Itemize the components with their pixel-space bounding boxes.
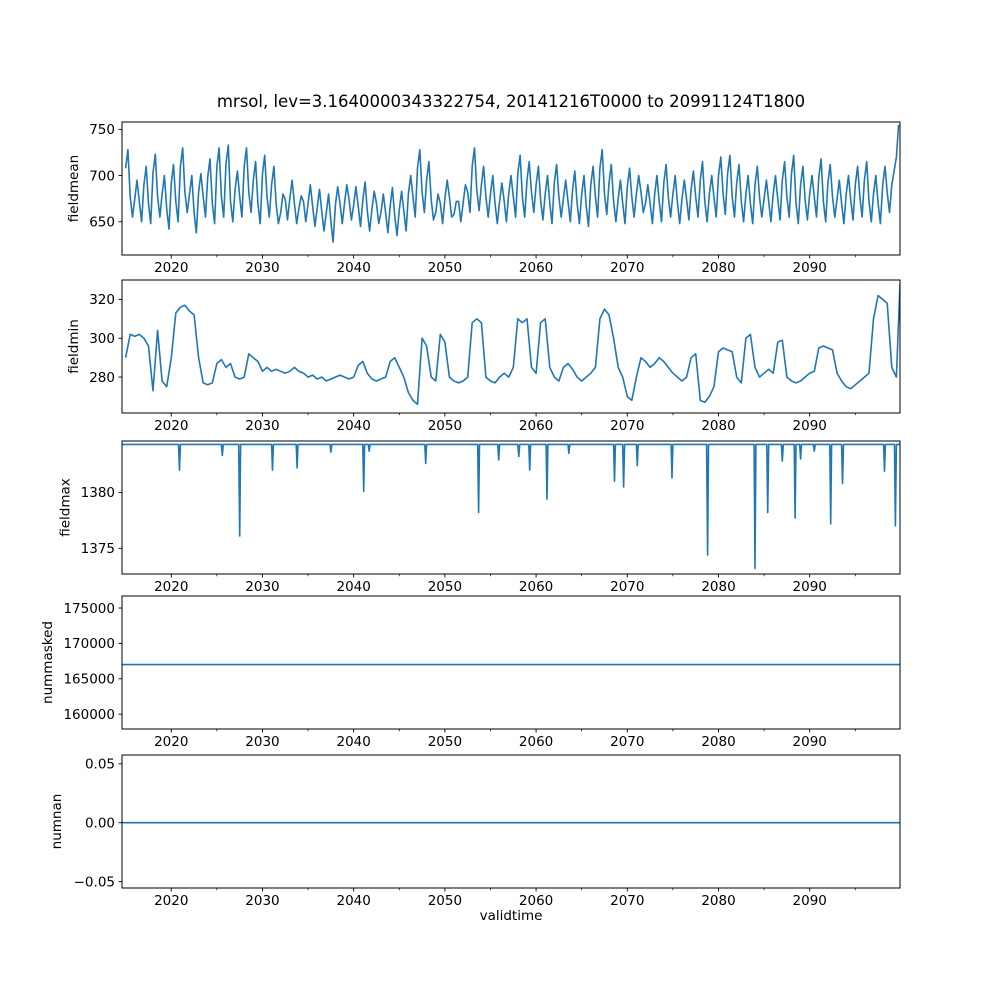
x-tick-label: 2030	[245, 260, 279, 276]
y-tick-label: 165000	[63, 671, 115, 687]
x-tick-label: 2020	[154, 579, 188, 595]
axes-border	[121, 279, 901, 414]
y-tick-label: 650	[89, 214, 115, 230]
series-line-fieldmean	[124, 124, 900, 243]
x-tick-label: 2070	[610, 579, 644, 595]
x-tick-label: 2030	[245, 734, 279, 750]
subplot-fieldmax: 2020 2030 2040 2050 2060 2070 2080 2090 1375 1380…	[57, 440, 901, 595]
x-tick-label: 2050	[428, 734, 462, 750]
x-tick-label: 2050	[428, 418, 462, 434]
y-axis-label-nummasked: nummasked	[40, 621, 56, 704]
x-tick-label: 2070	[610, 418, 644, 434]
subplot-nummasked: 2020 2030 2040 2050 2060 2070 2080 2090 160000 16…	[40, 595, 901, 750]
y-axis-label-numnan: numnan	[49, 794, 65, 850]
axes-border	[121, 595, 901, 730]
x-tick-label: 2020	[154, 893, 188, 909]
y-tick-label: 0.00	[85, 815, 115, 831]
x-tick-label: 2090	[793, 734, 827, 750]
x-tick-label: 2050	[428, 893, 462, 909]
y-tick-label: 1380	[81, 485, 115, 501]
subplot-numnan: 2020 2030 2040 2050 2060 2070 2080 2090 −0.05 0.0…	[49, 754, 901, 909]
x-tick-label: 2030	[245, 579, 279, 595]
y-tick-label: 700	[89, 168, 115, 184]
x-tick-label: 2020	[154, 260, 188, 276]
y-tick-label: 750	[89, 122, 115, 138]
axes-border	[121, 121, 901, 256]
x-tick-label: 2040	[336, 418, 370, 434]
x-tick-label: 2080	[701, 260, 735, 276]
x-axis-label: validtime	[479, 908, 543, 924]
x-tick-label: 2060	[519, 260, 553, 276]
y-tick-label: 280	[89, 370, 115, 386]
series-line-fieldmin	[124, 283, 900, 406]
x-tick-label: 2090	[793, 260, 827, 276]
series-line-fieldmax	[122, 443, 900, 570]
x-tick-label: 2040	[336, 260, 370, 276]
x-tick-label: 2040	[336, 893, 370, 909]
x-tick-label: 2020	[154, 418, 188, 434]
x-tick-label: 2070	[610, 260, 644, 276]
y-tick-label: −0.05	[74, 874, 115, 890]
x-tick-label: 2020	[154, 734, 188, 750]
x-tick-label: 2090	[793, 418, 827, 434]
x-tick-label: 2060	[519, 579, 553, 595]
y-axis-label-fieldmax: fieldmax	[57, 478, 73, 537]
x-tick-label: 2070	[610, 734, 644, 750]
y-tick-label: 1375	[81, 541, 115, 557]
axes-border	[121, 440, 901, 575]
x-tick-label: 2040	[336, 579, 370, 595]
x-tick-label: 2050	[428, 579, 462, 595]
y-tick-label: 160000	[63, 707, 115, 723]
x-tick-label: 2030	[245, 418, 279, 434]
x-tick-label: 2090	[793, 579, 827, 595]
x-tick-label: 2080	[701, 418, 735, 434]
y-tick-label: 320	[89, 292, 115, 308]
y-axis-label-fieldmin: fieldmin	[66, 319, 82, 374]
x-tick-label: 2060	[519, 734, 553, 750]
x-tick-label: 2060	[519, 418, 553, 434]
y-tick-label: 0.05	[85, 757, 115, 773]
axes-border	[121, 754, 901, 889]
y-axis-label-fieldmean: fieldmean	[66, 155, 82, 222]
x-tick-label: 2080	[701, 579, 735, 595]
x-tick-label: 2090	[793, 893, 827, 909]
y-tick-label: 170000	[63, 636, 115, 652]
chart-title: mrsol, lev=3.1640000343322754, 20141216T…	[216, 92, 806, 111]
x-tick-label: 2060	[519, 893, 553, 909]
x-tick-label: 2070	[610, 893, 644, 909]
subplot-fieldmean: 2020 2030 2040 2050 2060 2070 2080 2090 650 700 75…	[66, 121, 901, 276]
x-tick-label: 2030	[245, 893, 279, 909]
y-tick-label: 300	[89, 331, 115, 347]
x-tick-label: 2080	[701, 893, 735, 909]
y-tick-label: 175000	[63, 601, 115, 617]
subplot-fieldmin: 2020 2030 2040 2050 2060 2070 2080 2090 280 300 32…	[66, 279, 901, 434]
x-tick-label: 2080	[701, 734, 735, 750]
x-tick-label: 2040	[336, 734, 370, 750]
x-tick-label: 2050	[428, 260, 462, 276]
